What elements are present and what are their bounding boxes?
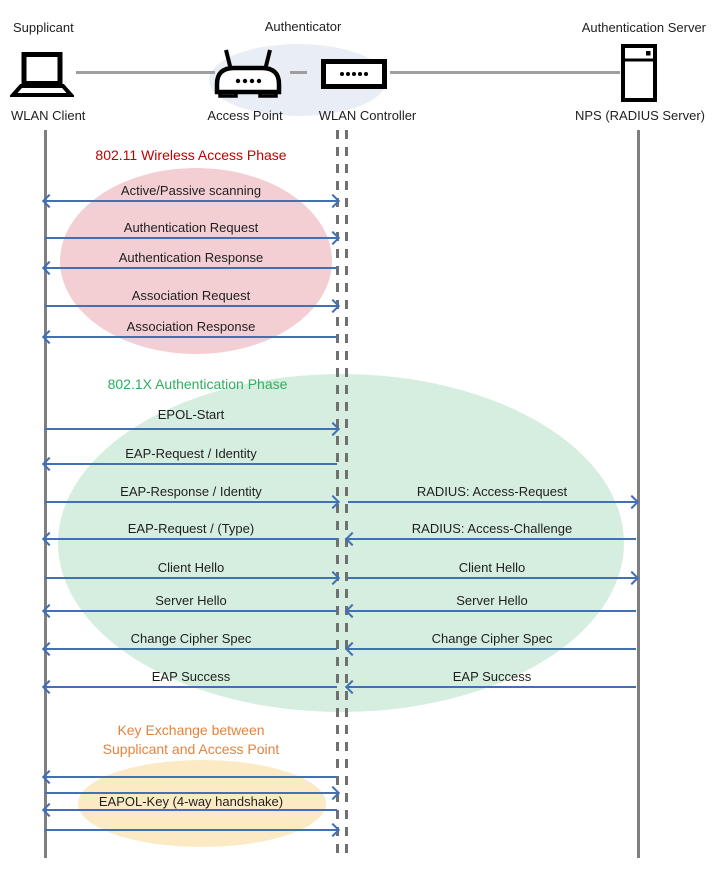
- message-arrow: [348, 570, 640, 586]
- message-arrow: [41, 641, 337, 657]
- message-arrow: [41, 193, 341, 209]
- role-authenticator: Authenticator: [264, 19, 342, 34]
- handshake-arrow: [41, 802, 337, 818]
- key-exchange-phase-ellipse: [78, 760, 326, 847]
- message-label: Change Cipher Spec: [130, 631, 252, 646]
- wireless-access-phase-ellipse: [60, 168, 332, 354]
- access-point-icon: [214, 49, 282, 98]
- lifeline-controller-dashed-2: [345, 130, 348, 858]
- handshake-arrow: [41, 769, 337, 785]
- message-arrow: [41, 531, 337, 547]
- message-label: Client Hello: [157, 560, 225, 575]
- message-label: Server Hello: [456, 593, 528, 608]
- message-arrow: [344, 679, 636, 695]
- message-label: EAP Success: [151, 669, 231, 684]
- message-label: EPOL-Start: [157, 407, 225, 422]
- message-label: EAP Success: [452, 669, 532, 684]
- lifeline-wlan-client: [44, 130, 47, 858]
- phase-title-key-exchange-line2: Supplicant and Access Point: [102, 741, 280, 757]
- message-arrow: [41, 329, 337, 345]
- device-wlan-client: WLAN Client: [11, 108, 86, 123]
- dot1x-phase-ellipse: [58, 374, 624, 712]
- message-arrow: [344, 603, 636, 619]
- connector-ap-controller: [290, 71, 307, 74]
- message-label: Authentication Response: [118, 250, 264, 265]
- connector-client-ap: [76, 71, 215, 74]
- handshake-arrow: [45, 822, 341, 838]
- role-authentication-server: Authentication Server: [581, 20, 706, 35]
- message-arrow: [41, 260, 337, 276]
- message-arrow: [45, 298, 341, 314]
- server-icon: [621, 44, 657, 102]
- phase-title-key-exchange-line1: Key Exchange between: [117, 722, 265, 738]
- device-access-point: Access Point: [207, 108, 283, 123]
- message-label: Authentication Request: [123, 220, 259, 235]
- message-arrow: [45, 494, 341, 510]
- message-label: Client Hello: [458, 560, 526, 575]
- phase-title-wireless-access: 802.11 Wireless Access Phase: [95, 147, 287, 163]
- role-supplicant: Supplicant: [13, 20, 74, 35]
- message-label: Active/Passive scanning: [120, 183, 262, 198]
- handshake-arrow: [45, 785, 341, 801]
- message-label: Association Request: [131, 288, 251, 303]
- message-arrow: [45, 570, 341, 586]
- phase-title-dot1x: 802.1X Authentication Phase: [107, 376, 288, 392]
- message-arrow: [41, 456, 337, 472]
- wlan-controller-icon: [321, 59, 387, 89]
- message-label: RADIUS: Access-Challenge: [411, 521, 573, 536]
- message-arrow: [348, 494, 640, 510]
- message-arrow: [41, 679, 337, 695]
- lifeline-controller-dashed-1: [336, 130, 339, 858]
- lifeline-nps: [637, 130, 640, 858]
- message-label: Server Hello: [155, 593, 227, 608]
- message-label: EAP-Request / (Type): [127, 521, 255, 536]
- connector-controller-server: [390, 71, 620, 74]
- message-arrow: [344, 641, 636, 657]
- message-label: EAPOL-Key (4-way handshake): [98, 794, 284, 809]
- message-arrow: [45, 230, 341, 246]
- message-label: EAP-Response / Identity: [120, 484, 262, 499]
- device-wlan-controller: WLAN Controller: [318, 108, 417, 123]
- laptop-icon: [10, 52, 74, 97]
- message-arrow: [344, 531, 636, 547]
- message-label: EAP-Request / Identity: [125, 446, 257, 461]
- message-arrow: [41, 603, 337, 619]
- message-label: Change Cipher Spec: [431, 631, 553, 646]
- message-arrow: [45, 421, 341, 437]
- device-nps: NPS (RADIUS Server): [574, 108, 706, 123]
- message-label: Association Response: [126, 319, 256, 334]
- message-label: RADIUS: Access-Request: [416, 484, 568, 499]
